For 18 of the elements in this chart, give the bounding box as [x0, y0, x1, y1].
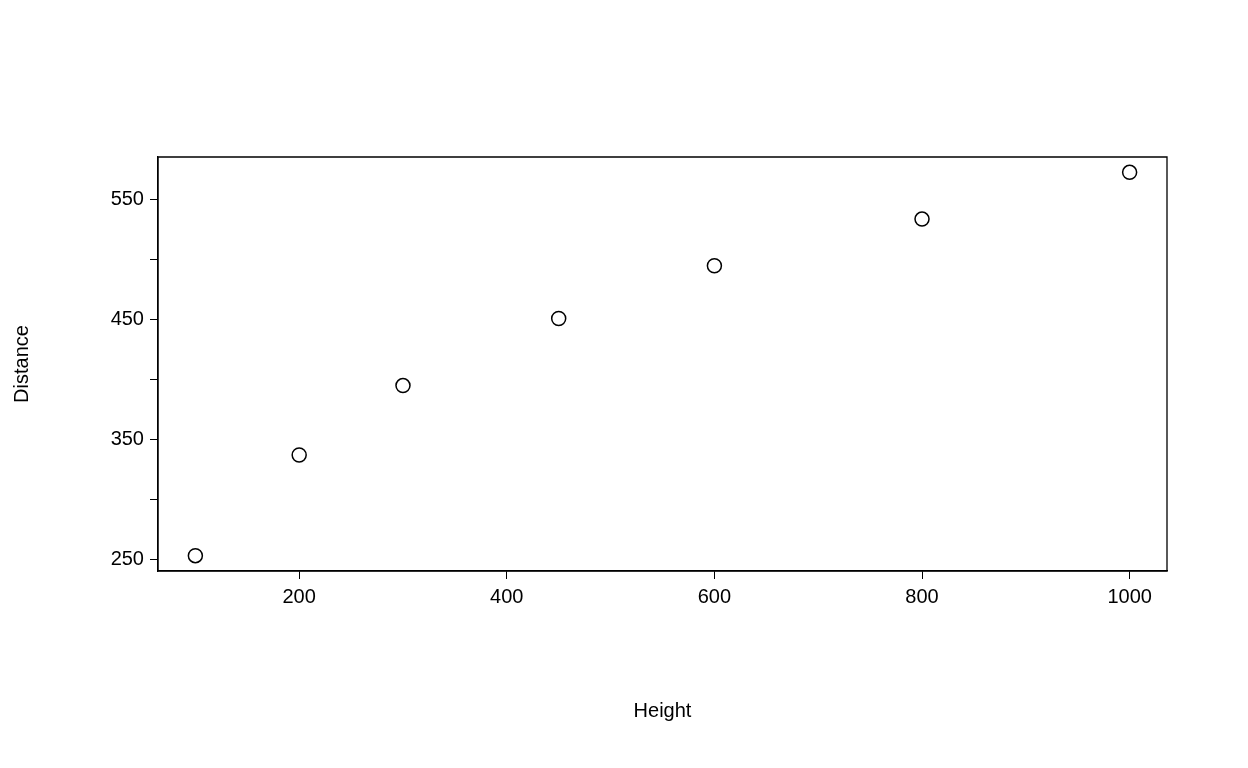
y-axis-title: Distance [9, 325, 32, 403]
y-tick-label: 250 [110, 546, 144, 569]
point [395, 377, 411, 394]
point [291, 447, 307, 463]
y-tick-label: 550 [110, 187, 144, 210]
point [706, 258, 723, 274]
y-tick-label: 350 [110, 426, 144, 449]
x-tick-label: 1000 [1107, 584, 1152, 607]
x-tick-label: 600 [697, 584, 732, 607]
point [550, 310, 567, 327]
y-tick-label: 450 [110, 307, 144, 330]
x-tick-label: 200 [282, 584, 316, 607]
x-tick-label: 800 [905, 584, 939, 607]
point [1121, 164, 1138, 181]
x-axis-title: Height [633, 698, 692, 721]
point [914, 211, 930, 227]
x-tick-label: 400 [490, 584, 524, 607]
point [187, 547, 204, 564]
